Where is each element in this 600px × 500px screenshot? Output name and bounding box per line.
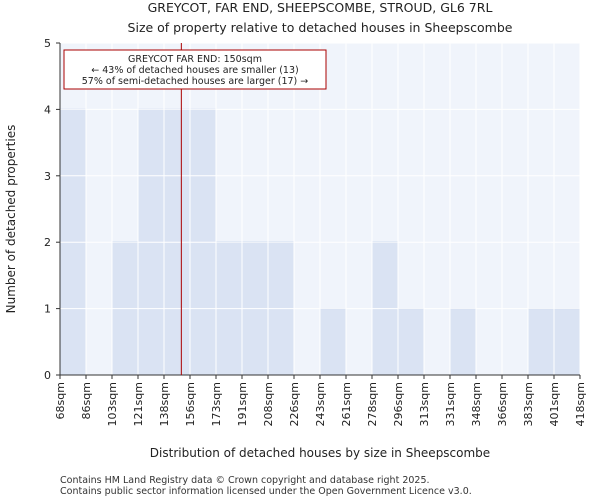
x-tick-label: 208sqm [262,382,275,426]
chart-title: GREYCOT, FAR END, SHEEPSCOMBE, STROUD, G… [148,0,493,15]
x-tick-label: 401sqm [548,382,561,426]
bar-296sqm [397,308,425,376]
y-tick-label: 4 [44,103,51,116]
bar-383sqm [527,308,555,376]
x-tick-label: 138sqm [158,382,171,426]
y-axis-label: Number of detached properties [4,125,18,314]
x-axis-label: Distribution of detached houses by size … [150,446,490,460]
x-tick-label: 366sqm [496,382,509,426]
y-tick-label: 1 [44,303,51,316]
bar-243sqm [319,308,347,376]
y-tick-label: 0 [44,369,51,382]
x-tick-label: 103sqm [106,382,119,426]
x-tick-label: 226sqm [288,382,301,426]
x-tick-label: 121sqm [132,382,145,426]
footer-line-1: Contains HM Land Registry data © Crown c… [60,475,430,486]
y-tick-label: 2 [44,236,51,249]
chart-subtitle: Size of property relative to detached ho… [128,20,513,35]
x-tick-label: 243sqm [314,382,327,426]
x-tick-label: 331sqm [444,382,457,426]
x-tick-label: 68sqm [54,382,67,419]
x-tick-label: 261sqm [340,382,353,426]
x-tick-label: 418sqm [574,382,587,426]
x-tick-label: 278sqm [366,382,379,426]
x-tick-label: 156sqm [184,382,197,426]
x-tick-label: 86sqm [80,382,93,419]
x-tick-label: 383sqm [522,382,535,426]
annotation-line-3: 57% of semi-detached houses are larger (… [82,76,309,87]
x-tick-label: 296sqm [392,382,405,426]
y-tick-label: 5 [44,37,51,50]
bar-401sqm [553,308,581,376]
annotation-box [63,49,327,90]
x-ticks-group: 68sqm 86sqm 103sqm 121sqm 138sqm 156sqm 173sqm… [54,375,587,426]
x-tick-label: 191sqm [236,382,249,426]
x-tick-label: 348sqm [470,382,483,426]
x-tick-label: 173sqm [210,382,223,426]
annotation-line-1: GREYCOT FAR END: 150sqm [128,54,262,65]
footer-line-2: Contains public sector information licen… [60,486,472,497]
y-tick-label: 3 [44,170,51,183]
annotation-line-2: ← 43% of detached houses are smaller (13… [91,65,298,76]
bar-331sqm [449,308,477,376]
x-tick-label: 313sqm [418,382,431,426]
